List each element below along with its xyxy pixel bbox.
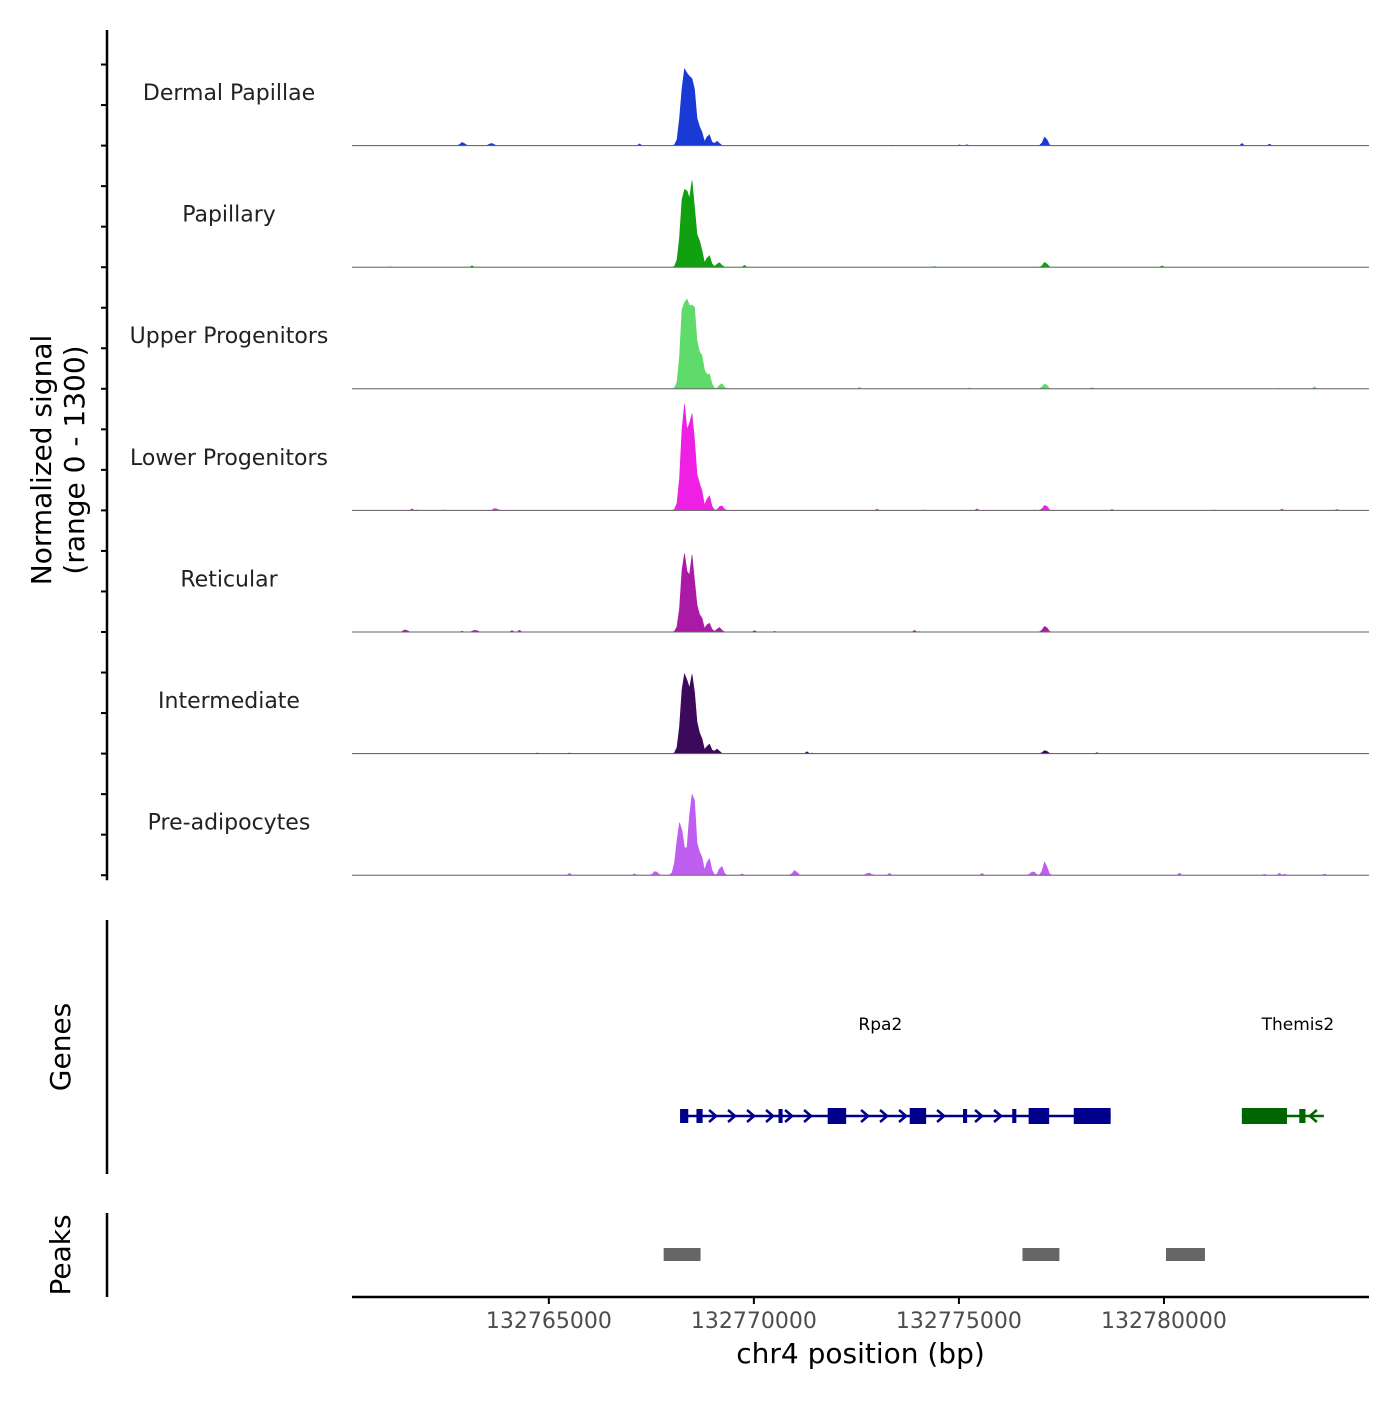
coverage-area — [352, 67, 1369, 146]
track-label: Dermal Papillae — [143, 81, 315, 106]
peaks-panel-label: Peaks — [44, 1214, 77, 1295]
strand-chevron — [936, 1109, 946, 1123]
track-5: Intermediate — [158, 672, 1369, 755]
strand-chevron — [803, 1109, 813, 1123]
gene-exon — [778, 1109, 783, 1123]
peak-region — [1166, 1248, 1205, 1261]
coverage-area — [352, 180, 1369, 268]
gene-label: Rpa2 — [858, 1015, 902, 1035]
track-2: Upper Progenitors — [130, 298, 1369, 390]
x-tick-label: 132780000 — [1101, 1309, 1227, 1334]
gene-rpa2: Rpa2 — [680, 1015, 1111, 1124]
x-tick-label: 132770000 — [691, 1309, 817, 1334]
peak-region — [1022, 1248, 1060, 1261]
coverage-area — [352, 794, 1369, 876]
strand-chevron — [765, 1109, 775, 1123]
coverage-tracks: Dermal Papillae Papillary Upper Progenitor… — [130, 67, 1369, 876]
track-6: Pre-adipocytes — [148, 794, 1369, 876]
strand-chevron — [746, 1109, 756, 1123]
peak-region — [663, 1248, 701, 1261]
strand-chevron — [1307, 1109, 1318, 1123]
track-label: Lower Progenitors — [130, 446, 328, 471]
coverage-y-axis — [101, 30, 109, 881]
coverage-area — [352, 404, 1369, 511]
strand-chevron — [860, 1109, 870, 1123]
gene-exon — [1012, 1109, 1017, 1123]
gene-exon — [1299, 1109, 1306, 1123]
gene-exon — [680, 1109, 689, 1123]
gene-exon — [696, 1109, 703, 1123]
track-3: Lower Progenitors — [130, 404, 1369, 511]
coverage-area — [352, 298, 1369, 390]
x-axis-label: chr4 position (bp) — [736, 1337, 985, 1370]
track-1: Papillary — [182, 180, 1369, 268]
coverage-area — [352, 553, 1369, 633]
track-4: Reticular — [180, 553, 1369, 633]
strand-chevron — [784, 1109, 794, 1123]
track-label: Papillary — [182, 203, 276, 228]
gene-exon — [1241, 1108, 1287, 1124]
track-label: Pre-adipocytes — [148, 811, 311, 836]
genes-panel-label: Genes — [44, 1003, 77, 1091]
x-tick-label: 132775000 — [896, 1309, 1022, 1334]
coverage-area — [352, 672, 1369, 754]
strand-chevron — [993, 1109, 1003, 1123]
y-axis-label: Normalized signal — [25, 335, 58, 586]
peak-regions — [663, 1248, 1205, 1261]
x-tick-label: 132765000 — [486, 1309, 612, 1334]
gene-exon — [963, 1109, 968, 1123]
strand-chevron — [879, 1109, 889, 1123]
strand-chevron — [708, 1109, 718, 1123]
track-label: Intermediate — [158, 689, 300, 714]
gene-annotations: Rpa2 Themis2 — [680, 1015, 1334, 1124]
track-label: Reticular — [180, 567, 278, 592]
x-axis-ticks: 132765000 132770000 132775000 132780000 — [486, 1297, 1227, 1334]
gene-label: Themis2 — [1261, 1015, 1335, 1035]
gene-exon — [1073, 1108, 1111, 1124]
gene-exon — [909, 1108, 927, 1124]
strand-chevron — [898, 1109, 908, 1123]
strand-chevron — [727, 1109, 737, 1123]
gene-exon — [1028, 1108, 1050, 1124]
track-label: Upper Progenitors — [130, 324, 329, 349]
gene-themis2: Themis2 — [1241, 1015, 1335, 1124]
gene-exon — [827, 1108, 847, 1124]
strand-chevron — [974, 1109, 984, 1123]
y-axis-range-label: (range 0 - 1300) — [58, 345, 91, 574]
track-0: Dermal Papillae — [143, 67, 1369, 147]
